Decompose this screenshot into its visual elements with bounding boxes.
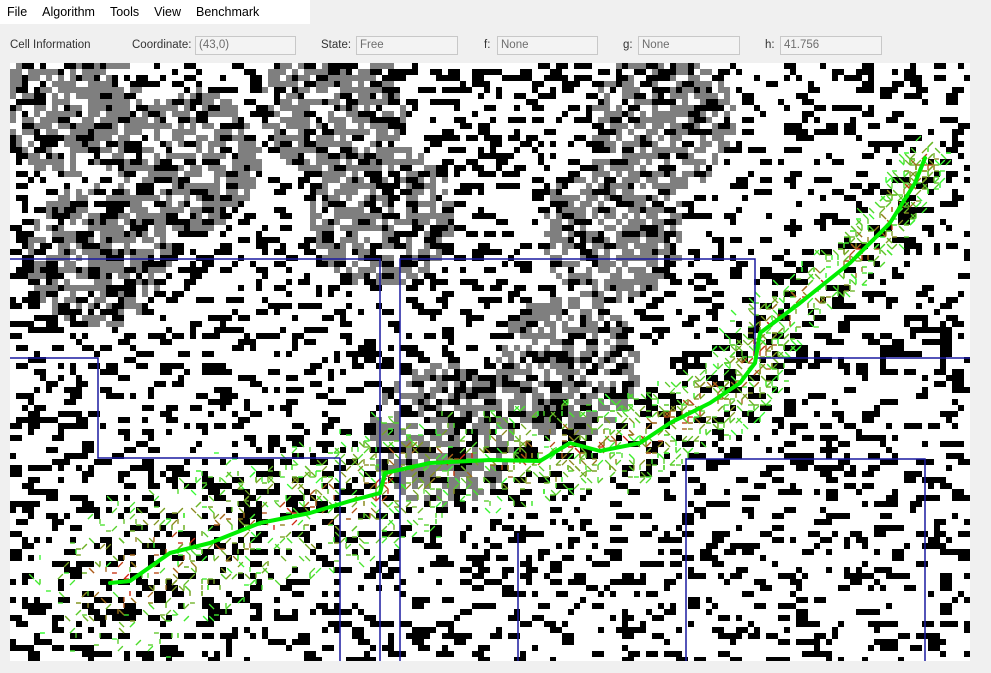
menu-bar: File Algorithm Tools View Benchmark xyxy=(0,0,310,24)
menu-view[interactable]: View xyxy=(154,5,182,19)
menu-file[interactable]: File xyxy=(7,5,28,19)
state-field: Free xyxy=(356,36,458,55)
menu-algorithm[interactable]: Algorithm xyxy=(42,5,95,19)
h-label: h: xyxy=(765,39,775,51)
f-field: None xyxy=(497,36,598,55)
state-label: State: xyxy=(321,39,352,51)
h-field: 41.756 xyxy=(780,36,882,55)
coordinate-field: (43,0) xyxy=(195,36,296,55)
coordinate-label: Coordinate: xyxy=(132,39,192,51)
menu-benchmark[interactable]: Benchmark xyxy=(196,5,260,19)
f-label: f: xyxy=(484,39,491,51)
menu-tools[interactable]: Tools xyxy=(109,5,140,19)
g-label: g: xyxy=(623,39,633,51)
solution-path-layer xyxy=(108,156,927,585)
hard-cells-layer xyxy=(10,63,736,507)
g-field: None xyxy=(638,36,740,55)
grid-svg[interactable] xyxy=(10,63,970,661)
map-grid-canvas[interactable] xyxy=(10,63,970,661)
cell-info-title: Cell Information xyxy=(10,39,91,51)
highway-lines-layer xyxy=(10,258,970,661)
cell-info-bar: Cell Information Coordinate: (43,0) Stat… xyxy=(0,34,991,58)
blocked-cells-layer xyxy=(10,63,970,661)
explored-edges-layer xyxy=(28,135,952,658)
